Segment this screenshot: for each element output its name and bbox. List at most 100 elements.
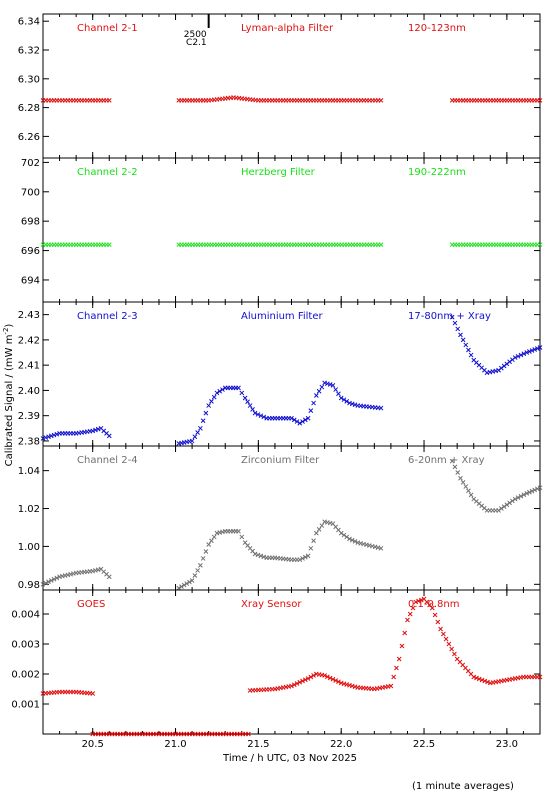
y-axis-label: Calibrated Signal / (mW m-2) bbox=[2, 324, 15, 467]
data-point bbox=[308, 408, 314, 413]
data-point bbox=[294, 419, 300, 424]
x-tick-label: 20.5 bbox=[82, 739, 104, 750]
panel-label-3: 17-80nm + Xray bbox=[408, 311, 491, 322]
data-point bbox=[305, 676, 311, 681]
panel-frame bbox=[42, 589, 541, 735]
data-point bbox=[43, 580, 49, 586]
data-point bbox=[429, 605, 435, 611]
y-tick-label: 6.34 bbox=[18, 17, 40, 28]
panel-2: 694 696 698 700 702 Channel 2-2 Herzberg Filte… bbox=[21, 157, 543, 303]
y-tick-label: 6.26 bbox=[18, 132, 40, 143]
data-point bbox=[507, 500, 512, 506]
data-point bbox=[336, 391, 341, 397]
y-tick-label: 1.04 bbox=[18, 466, 40, 477]
data-point bbox=[242, 395, 248, 401]
data-point bbox=[330, 676, 336, 682]
data-point bbox=[347, 536, 352, 542]
y-tick-label: 2.42 bbox=[18, 335, 40, 346]
x-tick-label: 21.5 bbox=[247, 739, 269, 750]
data-point bbox=[449, 458, 455, 464]
data-point bbox=[327, 382, 333, 387]
data-point bbox=[245, 399, 250, 405]
data-point bbox=[338, 395, 344, 401]
data-point bbox=[239, 534, 245, 540]
data-point bbox=[524, 350, 530, 355]
y-tick-label: 2.41 bbox=[18, 361, 40, 372]
panel-label-3: 190-222nm bbox=[408, 167, 466, 178]
panel-label-2: Lyman-alpha Filter bbox=[241, 23, 334, 34]
data-point bbox=[463, 342, 469, 348]
data-point bbox=[512, 355, 518, 360]
data-point bbox=[532, 347, 538, 352]
panel-5: 0.001 0.002 0.003 0.004 GOES Xray Sensor 0.1-0… bbox=[11, 589, 543, 737]
y-tick-label: 0.004 bbox=[11, 610, 40, 621]
panel-label-1: Channel 2-3 bbox=[77, 311, 138, 322]
data-point bbox=[291, 682, 297, 688]
series-marks bbox=[40, 458, 543, 591]
data-point bbox=[239, 390, 245, 396]
y-tick-label: 0.002 bbox=[11, 670, 40, 681]
data-point bbox=[195, 430, 200, 435]
data-point bbox=[51, 432, 57, 438]
data-point bbox=[338, 530, 344, 536]
panel-label-3: 6-20nm + Xray bbox=[408, 455, 485, 466]
data-point bbox=[518, 493, 524, 499]
data-point bbox=[416, 598, 421, 604]
data-point bbox=[474, 675, 479, 681]
series-marks bbox=[40, 95, 543, 103]
data-point bbox=[48, 578, 54, 583]
panel-label-1: Channel 2-2 bbox=[77, 167, 138, 178]
data-point bbox=[347, 400, 352, 406]
data-point bbox=[209, 538, 214, 544]
data-point bbox=[90, 691, 96, 696]
data-point bbox=[54, 575, 60, 581]
data-point bbox=[198, 425, 203, 431]
data-point bbox=[471, 674, 477, 680]
y-tick-label: 702 bbox=[21, 158, 40, 169]
data-point bbox=[537, 485, 543, 491]
averaging-footnote: (1 minute averages) bbox=[412, 781, 514, 792]
data-point bbox=[449, 314, 455, 320]
data-point bbox=[325, 674, 330, 680]
data-point bbox=[410, 605, 416, 611]
data-point bbox=[455, 326, 461, 332]
y-tick-label: 6.30 bbox=[18, 74, 40, 85]
data-point bbox=[246, 731, 251, 737]
panel-frame bbox=[42, 301, 541, 447]
data-point bbox=[322, 673, 327, 678]
data-point bbox=[479, 677, 485, 683]
data-point bbox=[325, 381, 330, 387]
data-point bbox=[316, 388, 322, 394]
data-point bbox=[466, 488, 471, 494]
data-point bbox=[187, 579, 192, 585]
data-point bbox=[378, 545, 384, 551]
data-point bbox=[106, 98, 112, 103]
x-tick-label: 22.0 bbox=[330, 739, 352, 750]
series-marks bbox=[40, 596, 543, 737]
data-point bbox=[106, 574, 112, 580]
data-point bbox=[394, 665, 399, 671]
data-point bbox=[297, 679, 303, 685]
data-point bbox=[498, 506, 504, 511]
data-point bbox=[90, 428, 96, 434]
data-point bbox=[252, 410, 258, 416]
data-point bbox=[300, 556, 305, 561]
x-axis: 20.5 21.0 21.5 22.0 22.5 23.0 bbox=[82, 739, 518, 750]
data-point bbox=[319, 523, 325, 528]
y-tick-label: 698 bbox=[21, 217, 40, 228]
data-point bbox=[189, 438, 195, 444]
data-point bbox=[195, 568, 200, 573]
data-point bbox=[534, 346, 540, 351]
panels-group: 6.26 6.28 6.30 6.32 6.34 Channel 2-1 Lyman-alp… bbox=[11, 13, 543, 737]
series-marks bbox=[40, 242, 543, 248]
data-point bbox=[308, 674, 314, 680]
panel-label-1: GOES bbox=[77, 599, 105, 610]
data-point bbox=[258, 413, 264, 419]
data-point bbox=[302, 417, 308, 423]
y-axis-label-main: Calibrated Signal / (mW m bbox=[4, 335, 15, 467]
data-point bbox=[378, 98, 384, 103]
data-point bbox=[206, 403, 212, 408]
data-point bbox=[252, 551, 258, 557]
data-point bbox=[349, 401, 355, 407]
data-point bbox=[468, 352, 474, 358]
